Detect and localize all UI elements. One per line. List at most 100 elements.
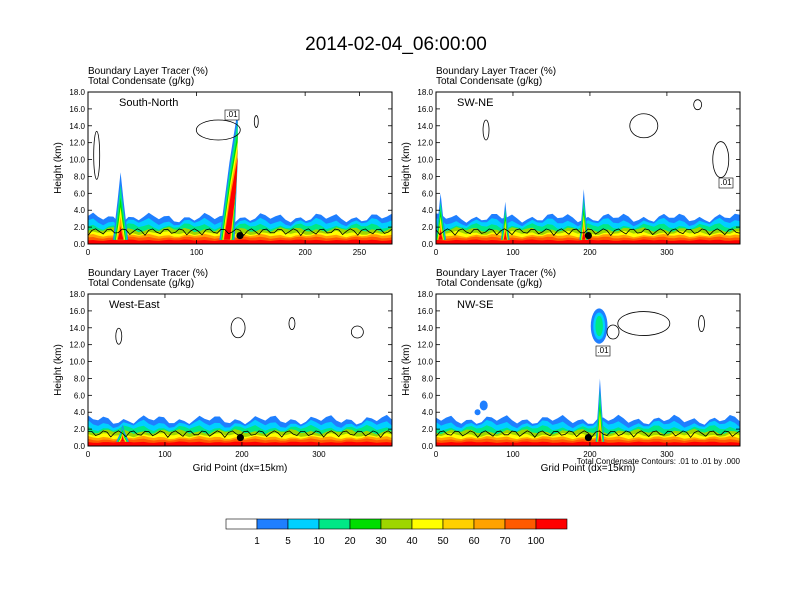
- y-axis-label: Height (km): [53, 344, 64, 396]
- colorbar-label: 1: [254, 536, 260, 547]
- colorbar-label: 100: [528, 536, 545, 547]
- x-axis-label: Grid Point (dx=15km): [541, 463, 636, 474]
- y-tick-label: 18.0: [417, 290, 433, 299]
- plume-layer: [222, 140, 238, 240]
- y-tick-label: 6.0: [422, 391, 434, 400]
- condensate-contour: [606, 324, 620, 340]
- condensate-contour-low: [436, 228, 740, 237]
- condensate-contour: [629, 113, 659, 139]
- colorbar-swatch: [349, 518, 382, 530]
- plume-layer: [438, 229, 443, 240]
- colorbar-swatch: [535, 518, 568, 530]
- contour-label: .01: [226, 110, 238, 119]
- y-tick-label: 2.0: [74, 223, 86, 232]
- panel-sw-ne: Boundary Layer Tracer (%)Total Condensat…: [401, 66, 741, 257]
- tracer-field: [436, 308, 740, 446]
- x-tick-label: 250: [353, 248, 367, 257]
- colorbar-swatch: [473, 518, 506, 530]
- colorbar-swatch: [411, 518, 444, 530]
- y-tick-label: 0.0: [422, 442, 434, 451]
- colorbar-swatch: [442, 518, 475, 530]
- tracer-field: [88, 414, 392, 446]
- x-tick-label: 300: [312, 450, 326, 459]
- y-tick-label: 16.0: [69, 307, 85, 316]
- colorbar-swatch: [318, 518, 351, 530]
- panel-name: South-North: [119, 97, 178, 109]
- tracer-layer: [436, 239, 740, 244]
- condensate-contour: [195, 119, 241, 141]
- condensate-contour: [93, 130, 101, 180]
- panel-header-tracer: Boundary Layer Tracer (%): [436, 66, 556, 77]
- colorbar-label: 40: [406, 536, 418, 547]
- y-tick-label: 4.0: [422, 206, 434, 215]
- contour-label-box: [224, 109, 240, 121]
- plume-layer: [503, 230, 507, 240]
- contour-label: .01: [720, 178, 732, 187]
- condensate-contour: [617, 311, 671, 336]
- x-tick-label: 200: [583, 248, 597, 257]
- plume-layer: [223, 157, 238, 240]
- x-tick-label: 0: [86, 248, 91, 257]
- panel-header-tracer: Boundary Layer Tracer (%): [88, 66, 208, 77]
- y-tick-label: 14.0: [69, 324, 85, 333]
- x-tick-label: 300: [660, 450, 674, 459]
- panel-header-condensate: Total Condensate (g/kg): [88, 76, 194, 87]
- condensate-contour: [115, 327, 123, 345]
- y-tick-label: 16.0: [417, 105, 433, 114]
- location-marker: [584, 433, 592, 442]
- colorbar-swatch: [504, 518, 537, 530]
- colorbar-label: 70: [499, 536, 511, 547]
- y-tick-label: 14.0: [417, 122, 433, 131]
- condensate-contour-low: [436, 430, 740, 439]
- y-tick-label: 14.0: [69, 122, 85, 131]
- x-tick-label: 0: [434, 248, 439, 257]
- x-tick-label: 100: [506, 450, 520, 459]
- y-tick-label: 2.0: [74, 425, 86, 434]
- location-marker: [236, 231, 244, 240]
- y-tick-label: 8.0: [74, 374, 86, 383]
- y-tick-label: 12.0: [417, 139, 433, 148]
- y-tick-label: 10.0: [69, 358, 85, 367]
- y-tick-label: 6.0: [422, 189, 434, 198]
- y-tick-label: 18.0: [69, 88, 85, 97]
- location-marker: [236, 433, 244, 442]
- condensate-contour: [350, 325, 364, 339]
- y-axis-label: Height (km): [53, 142, 64, 194]
- contour-label: .01: [597, 346, 609, 355]
- y-tick-label: 2.0: [422, 425, 434, 434]
- y-tick-label: 10.0: [417, 156, 433, 165]
- colorbar-label: 30: [375, 536, 387, 547]
- y-tick-label: 12.0: [69, 139, 85, 148]
- colorbar-swatch: [225, 518, 258, 530]
- panel-name: West-East: [109, 299, 160, 311]
- y-tick-label: 10.0: [69, 156, 85, 165]
- y-axis-label: Height (km): [401, 344, 412, 396]
- y-tick-label: 8.0: [74, 172, 86, 181]
- plume-layer: [598, 428, 602, 442]
- condensate-contour: [253, 115, 259, 128]
- condensate-contours: [88, 115, 392, 237]
- y-tick-label: 8.0: [422, 172, 434, 181]
- isolated-cloud: [479, 400, 488, 411]
- y-tick-label: 4.0: [74, 206, 86, 215]
- condensate-contours: [436, 99, 740, 237]
- contour-label-box: [595, 345, 611, 357]
- y-tick-label: 16.0: [69, 105, 85, 114]
- plume-layer: [120, 435, 126, 442]
- colorbar-label: 5: [285, 536, 291, 547]
- plume-layer: [117, 226, 124, 240]
- panel-west-east: Boundary Layer Tracer (%)Total Condensat…: [53, 268, 393, 474]
- condensate-contour: [482, 119, 490, 141]
- panel-name: SW-NE: [457, 97, 493, 109]
- plot-frame: [87, 91, 393, 245]
- colorbar-label: 10: [313, 536, 325, 547]
- x-tick-label: 100: [190, 248, 204, 257]
- colorbar-label: 20: [344, 536, 356, 547]
- panel-name: NW-SE: [457, 299, 493, 311]
- panel-header-condensate: Total Condensate (g/kg): [436, 278, 542, 289]
- x-tick-label: 300: [660, 248, 674, 257]
- colorbar: 1 5 10 20 30 40 50 60 70 100: [225, 518, 568, 547]
- y-tick-label: 0.0: [422, 240, 434, 249]
- x-tick-label: 0: [434, 450, 439, 459]
- y-tick-label: 18.0: [69, 290, 85, 299]
